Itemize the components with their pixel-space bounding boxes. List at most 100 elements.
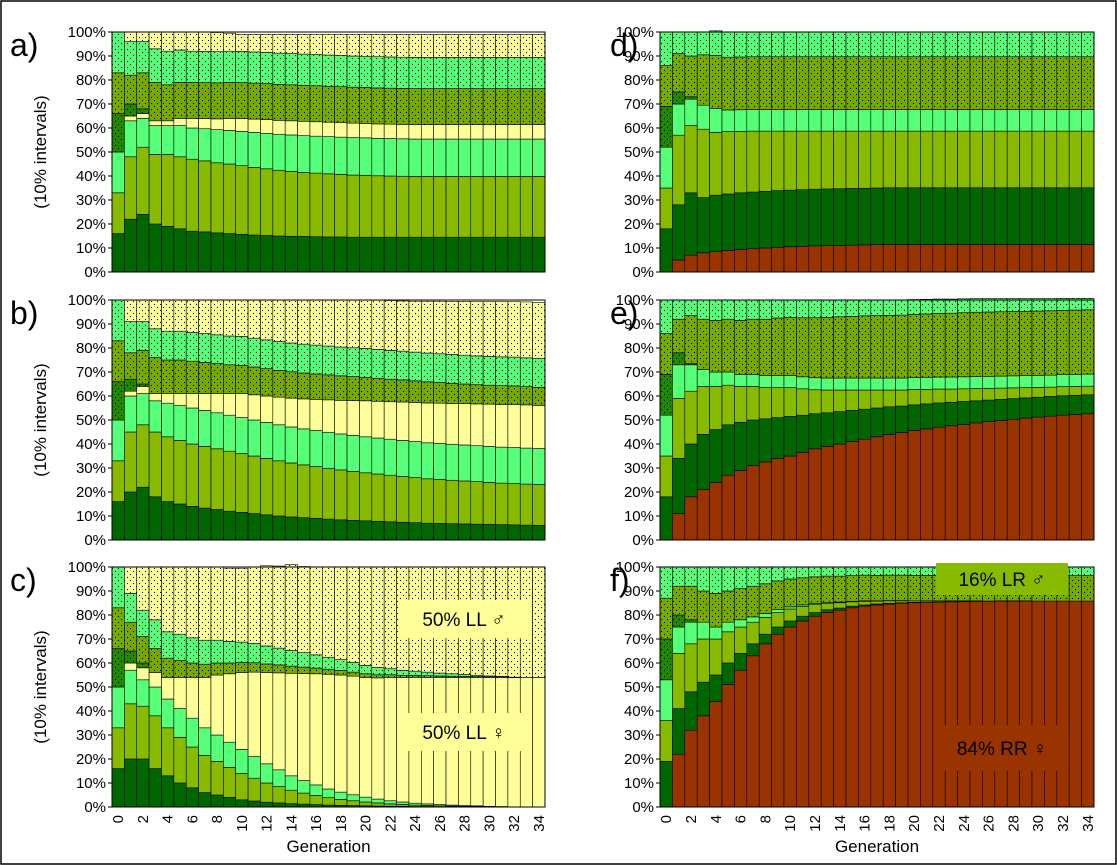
bar-segment <box>870 56 884 110</box>
y-tick-label: 50% <box>624 412 654 429</box>
bar-segment <box>507 385 521 405</box>
bar-segment <box>1019 109 1033 132</box>
bar-segment <box>507 88 521 125</box>
bar-segment <box>709 626 723 640</box>
bar-segment <box>124 352 138 380</box>
bar-segment <box>1068 130 1082 189</box>
bar-segment <box>408 522 422 541</box>
bar-segment <box>932 601 946 808</box>
bar-segment <box>1019 417 1033 541</box>
bar-segment <box>895 389 909 407</box>
bar-column <box>111 299 125 541</box>
bar-segment <box>895 56 909 110</box>
bar-segment <box>532 405 546 449</box>
bar-segment <box>758 461 772 541</box>
bar-segment <box>198 299 212 334</box>
bar-segment <box>858 56 872 110</box>
bar-segment <box>396 440 410 477</box>
bar-segment <box>1019 375 1033 388</box>
bar-column <box>808 566 822 808</box>
bar-segment <box>173 82 187 119</box>
bar-segment <box>734 131 748 194</box>
y-tick-label: 10% <box>624 240 654 257</box>
bar-segment <box>161 330 175 361</box>
bar-segment <box>495 301 509 358</box>
bar-segment <box>111 566 125 609</box>
bar-segment <box>223 299 237 337</box>
bar-segment <box>684 299 698 316</box>
bar-segment <box>721 662 735 685</box>
bar-segment <box>969 187 983 245</box>
bar-segment <box>359 55 373 88</box>
bar-segment <box>969 400 983 424</box>
bar-segment <box>519 301 533 359</box>
bar-segment <box>1006 109 1020 132</box>
bar-segment <box>124 491 138 541</box>
bar-column <box>519 301 533 541</box>
bar-segment <box>148 496 162 541</box>
bar-segment <box>833 389 847 412</box>
bar-segment <box>734 669 748 808</box>
bar-segment <box>1019 310 1033 376</box>
bar-segment <box>185 82 199 119</box>
bar-segment <box>111 192 125 234</box>
bar-column <box>721 31 735 273</box>
bar-segment <box>173 156 187 230</box>
bar-segment <box>173 782 187 808</box>
bar-segment <box>808 188 822 247</box>
bar-segment <box>420 57 434 89</box>
bar-segment <box>309 518 323 541</box>
bar-segment <box>198 362 212 394</box>
bar-column <box>161 299 175 541</box>
bar-segment <box>771 109 785 132</box>
bar-segment <box>495 385 509 405</box>
bar-segment <box>1019 56 1033 110</box>
y-tick-label: 50% <box>624 679 654 696</box>
bar-segment <box>758 633 772 645</box>
bar-segment <box>532 236 546 273</box>
bar-column <box>771 31 785 273</box>
bar-segment <box>920 575 934 602</box>
bar-segment <box>210 639 224 664</box>
bar-segment <box>920 403 934 430</box>
bar-segment <box>845 575 859 602</box>
bar-segment <box>1031 396 1045 418</box>
bar-segment <box>198 755 212 793</box>
x-tick-label: 18 <box>333 815 350 832</box>
bar-segment <box>758 418 772 463</box>
bar-column <box>696 31 710 273</box>
bar-segment <box>734 653 748 671</box>
bar-segment <box>482 88 496 125</box>
bar-segment <box>346 435 360 472</box>
bar-segment <box>1081 187 1095 245</box>
bar-segment <box>420 381 434 404</box>
bar-segment <box>458 34 472 58</box>
bar-segment <box>532 566 546 678</box>
bar-segment <box>783 375 797 388</box>
bar-segment <box>334 86 348 124</box>
bar-segment <box>359 299 373 349</box>
bar-segment <box>845 31 859 58</box>
bar-segment <box>920 566 934 576</box>
bar-segment <box>721 299 735 320</box>
bar-column <box>383 300 397 541</box>
bar-segment <box>833 188 847 246</box>
bar-segment <box>758 299 772 320</box>
bar-segment <box>185 360 199 394</box>
bar-segment <box>284 789 298 804</box>
bar-column <box>845 566 859 808</box>
bar-segment <box>495 404 509 448</box>
y-tick-label: 0% <box>84 532 106 549</box>
bar-segment <box>346 174 360 238</box>
bar-segment <box>734 588 748 621</box>
bar-segment <box>173 708 187 738</box>
bar-segment <box>161 120 175 126</box>
bar-segment <box>758 56 772 110</box>
bar-segment <box>920 109 934 132</box>
x-tick-label: 26 <box>981 815 998 832</box>
bar-segment <box>944 298 958 314</box>
bar-segment <box>458 57 472 89</box>
bar-segment <box>408 88 422 125</box>
bar-column <box>532 302 546 541</box>
bar-segment <box>297 673 311 781</box>
